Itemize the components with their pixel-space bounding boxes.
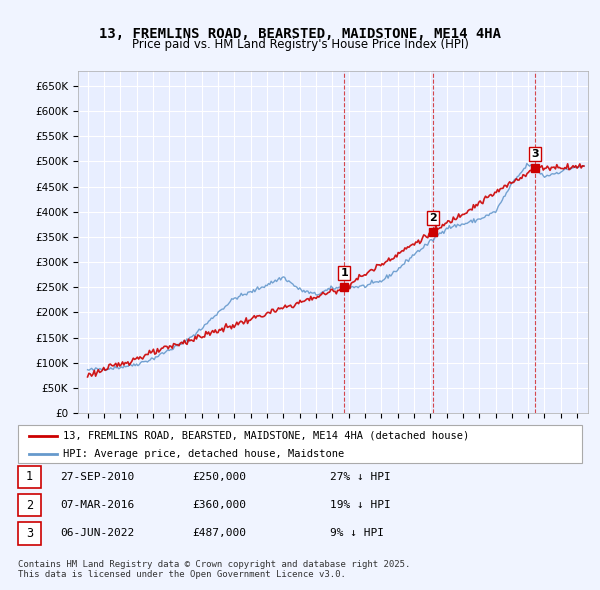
Text: 2: 2: [430, 213, 437, 223]
Text: 9% ↓ HPI: 9% ↓ HPI: [330, 529, 384, 538]
Text: 07-MAR-2016: 07-MAR-2016: [60, 500, 134, 510]
Text: £487,000: £487,000: [192, 529, 246, 538]
Text: 19% ↓ HPI: 19% ↓ HPI: [330, 500, 391, 510]
Text: 27% ↓ HPI: 27% ↓ HPI: [330, 472, 391, 481]
Text: £250,000: £250,000: [192, 472, 246, 481]
Text: 13, FREMLINS ROAD, BEARSTED, MAIDSTONE, ME14 4HA: 13, FREMLINS ROAD, BEARSTED, MAIDSTONE, …: [99, 27, 501, 41]
Text: HPI: Average price, detached house, Maidstone: HPI: Average price, detached house, Maid…: [63, 448, 344, 458]
FancyBboxPatch shape: [18, 425, 582, 463]
Text: Contains HM Land Registry data © Crown copyright and database right 2025.
This d: Contains HM Land Registry data © Crown c…: [18, 560, 410, 579]
Text: 3: 3: [532, 149, 539, 159]
Text: 1: 1: [26, 470, 33, 483]
Text: 06-JUN-2022: 06-JUN-2022: [60, 529, 134, 538]
Text: £360,000: £360,000: [192, 500, 246, 510]
Text: 13, FREMLINS ROAD, BEARSTED, MAIDSTONE, ME14 4HA (detached house): 13, FREMLINS ROAD, BEARSTED, MAIDSTONE, …: [63, 431, 469, 441]
Text: 2: 2: [26, 499, 33, 512]
Text: 3: 3: [26, 527, 33, 540]
Text: Price paid vs. HM Land Registry's House Price Index (HPI): Price paid vs. HM Land Registry's House …: [131, 38, 469, 51]
Text: 27-SEP-2010: 27-SEP-2010: [60, 472, 134, 481]
Text: 1: 1: [340, 268, 348, 278]
